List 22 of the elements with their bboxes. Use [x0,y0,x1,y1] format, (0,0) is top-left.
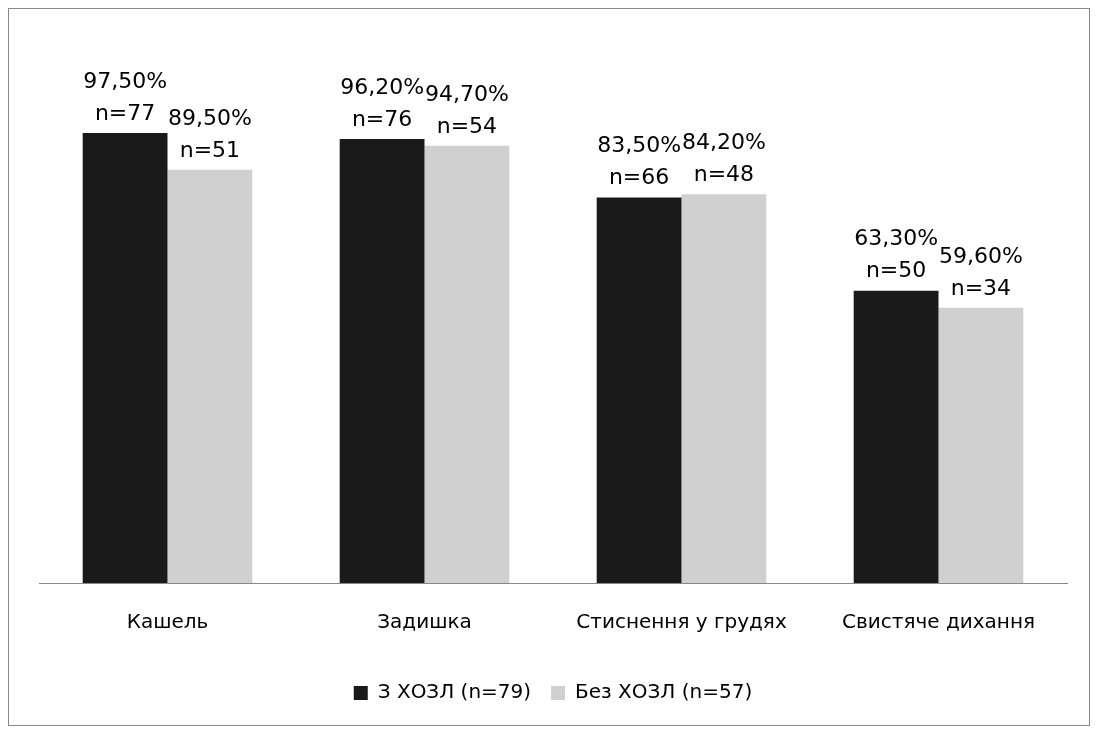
data-label: 83,50% n=66 [597,132,682,190]
bar [424,145,510,583]
data-label: 89,50% n=51 [167,104,252,162]
data-label: 63,30% n=50 [854,225,939,283]
bar [339,138,425,583]
x-tick-label: Свистяче дихання [841,609,1036,634]
data-label: 59,60% n=34 [938,242,1023,300]
data-label: 97,50% n=77 [83,67,168,125]
x-tick-label: Кашель [126,609,209,634]
data-label: 84,20% n=48 [681,129,766,186]
x-tick-label: Стиснення у грудях [576,609,787,634]
bar [596,197,682,583]
bar [938,307,1024,583]
data-label: 96,20% n=76 [340,73,425,131]
data-label: 94,70% n=54 [424,80,509,138]
legend-label: З ХОЗЛ (n=79) [377,679,532,704]
x-tick-label: Задишка [377,609,472,634]
bar [167,169,253,583]
legend-label: Без ХОЗЛ (n=57) [575,679,753,704]
bar [82,132,168,583]
bar [681,194,767,583]
bar [853,290,939,583]
